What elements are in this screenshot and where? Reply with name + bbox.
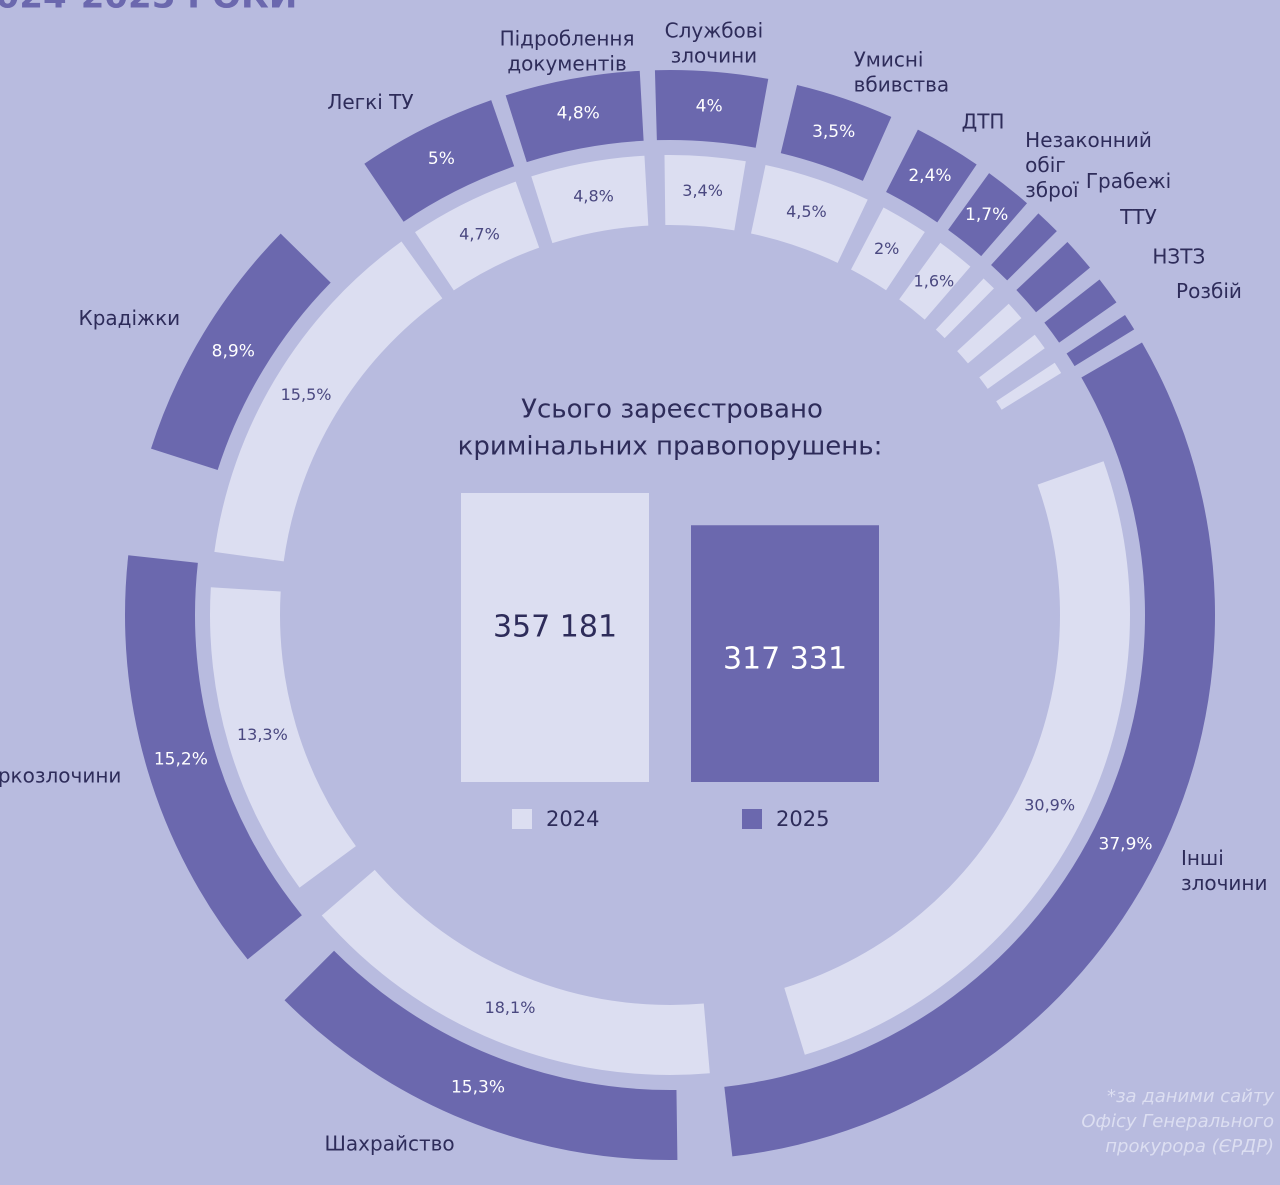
ring-segment	[979, 334, 1045, 389]
value-label: 18,1%	[485, 998, 536, 1017]
footnote: Офісу Генерального	[1081, 1111, 1274, 1132]
value-label: 4%	[696, 97, 723, 117]
ring-segment	[996, 362, 1062, 410]
subtitle: Усього зареєстровано	[521, 395, 823, 425]
ring-segment	[505, 70, 644, 163]
category-label: Розбій	[1176, 279, 1242, 303]
ring-segment	[151, 233, 331, 471]
category-label: Грабежі	[1086, 169, 1171, 193]
category-label: Незаконний	[1025, 128, 1152, 152]
category-label: ДТП	[962, 109, 1005, 133]
legend-swatch	[742, 809, 762, 829]
ring-segment	[210, 587, 356, 888]
ring-segment	[886, 129, 977, 223]
ring-segment	[724, 342, 1216, 1157]
total-label: 317 331	[723, 642, 847, 677]
category-label: Легкі ТУ	[327, 90, 413, 114]
ring-segment	[851, 207, 925, 291]
category-label: злочини	[671, 44, 758, 68]
value-label: 4,5%	[786, 202, 827, 221]
ring-segment	[1044, 279, 1117, 343]
category-label: документів	[507, 51, 626, 75]
legend-swatch	[512, 809, 532, 829]
value-label: 4,7%	[459, 225, 500, 244]
category-label: Крадіжки	[79, 306, 181, 330]
value-label: 8,9%	[212, 342, 255, 362]
total-bar	[461, 493, 649, 782]
ring-segment	[1066, 315, 1135, 367]
category-label: Службові	[665, 19, 764, 43]
ring-segment	[654, 70, 769, 148]
ring-segment	[1016, 242, 1090, 313]
footnote: прокурора (ЄРДР)	[1105, 1136, 1274, 1157]
ring-segment	[751, 165, 868, 263]
ring-segment	[321, 869, 710, 1075]
ring-segment	[899, 242, 971, 320]
value-label: 2,4%	[908, 166, 951, 186]
chart-title: 2024-2025 РОКИ	[0, 0, 297, 17]
category-label: обіг	[1025, 153, 1066, 177]
value-label: 2%	[874, 239, 899, 258]
subtitle: кримінальних правопорушень:	[458, 432, 883, 462]
category-label: Умисні	[854, 47, 924, 71]
ring-segment	[364, 100, 515, 222]
ring-segment	[948, 173, 1028, 257]
category-label: вбивства	[854, 72, 950, 96]
value-label: 5%	[428, 149, 455, 169]
category-label: Інші	[1181, 846, 1224, 870]
ring-segment	[935, 278, 994, 339]
value-label: 4,8%	[557, 103, 600, 123]
ring-segment	[664, 155, 746, 231]
ring-segment	[531, 155, 649, 244]
ring-segment	[414, 181, 540, 291]
ring-segment	[784, 461, 1130, 1055]
category-label: Шахрайство	[325, 1131, 455, 1155]
ring-segment	[957, 303, 1022, 364]
value-label: 15,3%	[451, 1077, 505, 1097]
value-label: 30,9%	[1024, 796, 1075, 815]
total-bar	[691, 525, 879, 782]
category-label: НЗТЗ	[1152, 245, 1205, 269]
value-label: 3,4%	[682, 181, 723, 200]
legend-label: 2025	[776, 807, 829, 831]
value-label: 3,5%	[812, 122, 855, 142]
ring-segment	[125, 555, 302, 960]
ring-segment	[214, 241, 443, 562]
value-label: 15,5%	[281, 385, 332, 404]
category-label: ТТУ	[1119, 205, 1157, 229]
ring-segment	[780, 85, 892, 181]
category-label: Наркозлочини	[0, 763, 121, 787]
category-label: зброї	[1025, 178, 1079, 202]
footnote: *за даними сайту	[1107, 1086, 1274, 1107]
ring-segment	[284, 950, 678, 1160]
total-label: 357 181	[493, 610, 617, 645]
category-label: злочини	[1181, 871, 1268, 895]
value-label: 37,9%	[1099, 834, 1153, 854]
category-label: Підроблення	[500, 26, 635, 50]
value-label: 1,6%	[914, 271, 955, 290]
value-label: 1,7%	[965, 205, 1008, 225]
value-label: 4,8%	[573, 186, 614, 205]
ring-segment	[991, 213, 1057, 281]
value-label: 15,2%	[154, 749, 208, 769]
legend-label: 2024	[546, 807, 599, 831]
value-label: 13,3%	[237, 725, 288, 744]
